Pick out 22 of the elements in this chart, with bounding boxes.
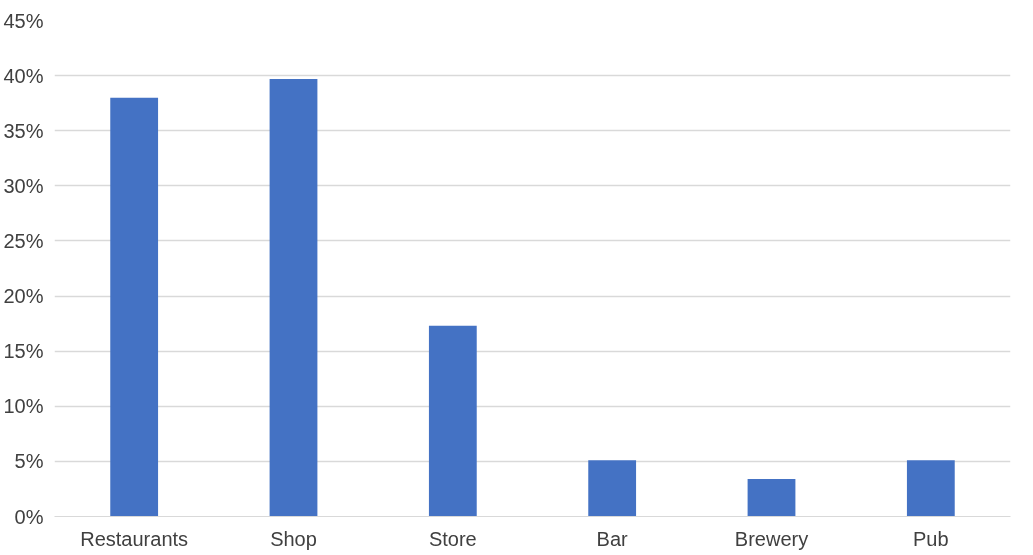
bar [747, 479, 796, 517]
y-tick-label: 40% [3, 64, 44, 87]
y-tick-label: 15% [3, 340, 44, 363]
x-tick-label: Brewery [734, 527, 809, 550]
x-tick-label: Bar [596, 527, 629, 550]
y-tick-label: 10% [3, 395, 44, 418]
y-tick-label: 0% [14, 505, 44, 528]
bar [906, 460, 955, 517]
y-tick-label: 20% [3, 285, 44, 308]
y-tick-label: 25% [3, 229, 44, 252]
y-tick-label: 45% [3, 9, 44, 32]
y-tick-label: 5% [14, 450, 44, 473]
x-tick-label: Store [428, 527, 477, 550]
x-tick-label: Pub [913, 527, 949, 550]
x-tick-label: Restaurants [80, 527, 189, 550]
bar [269, 78, 318, 517]
bar [110, 97, 159, 517]
y-tick-label: 35% [3, 119, 44, 142]
x-tick-label: Shop [270, 527, 317, 550]
bar [428, 325, 477, 517]
y-tick-label: 30% [3, 174, 44, 197]
bar [588, 460, 637, 517]
